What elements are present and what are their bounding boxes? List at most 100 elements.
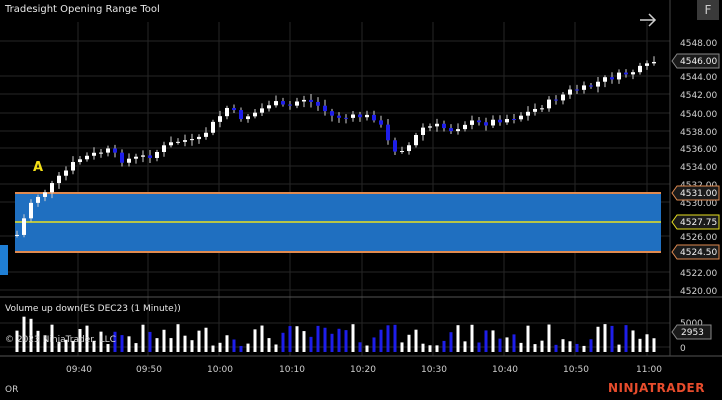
candle-body	[379, 120, 383, 125]
price-tick: 4536.00	[680, 145, 717, 155]
svg-text:4531.00: 4531.00	[680, 189, 717, 199]
volume-panel-title: Volume up down(ES DEC23 (1 Minute))	[5, 304, 181, 314]
volume-bar	[344, 330, 348, 352]
volume-bar	[421, 343, 425, 352]
candle-body	[610, 77, 614, 80]
candle-body	[547, 99, 551, 109]
volume-bar	[540, 340, 544, 352]
volume-bar	[309, 336, 313, 352]
candle-body	[568, 89, 572, 95]
volume-bar	[610, 325, 614, 352]
candle-body	[232, 107, 236, 111]
svg-text:4527.75: 4527.75	[680, 218, 717, 228]
candle-body	[127, 158, 131, 163]
candle-body	[134, 156, 138, 159]
time-tick: 09:40	[66, 365, 92, 375]
candle-body	[85, 155, 89, 160]
time-tick: 10:20	[350, 365, 376, 375]
volume-bar	[57, 341, 61, 352]
volume-bar	[15, 330, 19, 352]
candle-body	[456, 129, 460, 132]
volume-bar	[225, 335, 229, 352]
candle-body	[281, 101, 285, 105]
price-tick: 4520.00	[680, 287, 717, 297]
candle-body	[582, 85, 586, 90]
candle-body	[554, 99, 558, 101]
candle-body	[183, 140, 187, 142]
price-tick: 4534.00	[680, 163, 717, 173]
volume-bar	[99, 331, 103, 352]
candle-body	[316, 101, 320, 106]
time-tick: 10:30	[421, 365, 447, 375]
volume-bar	[50, 324, 54, 352]
volume-bar	[211, 345, 215, 352]
candle-body	[246, 116, 250, 120]
volume-bar	[512, 334, 516, 352]
candle-body	[78, 159, 82, 163]
price-tick: 4540.00	[680, 110, 717, 120]
candle-body	[15, 234, 19, 236]
volume-bar	[547, 324, 551, 352]
candle-body	[330, 111, 334, 116]
candle-body	[288, 104, 292, 106]
candle-body	[372, 114, 376, 121]
candle-body	[414, 134, 418, 146]
ninjatrader-logo: NINJATRADER	[608, 381, 705, 395]
volume-bar	[533, 344, 537, 352]
volume-bar	[449, 332, 453, 352]
candle-body	[274, 101, 278, 106]
candle-body	[470, 120, 474, 125]
volume-bar	[295, 326, 299, 352]
time-tick: 10:50	[563, 365, 589, 375]
volume-bar	[351, 324, 355, 352]
time-tick: 10:40	[492, 365, 518, 375]
volume-bar	[582, 345, 586, 352]
indicator-title: Tradesight Opening Range Tool	[5, 4, 160, 15]
volume-bar	[386, 325, 390, 352]
volume-bar	[183, 335, 187, 352]
or-low-tag: 4524.50	[671, 244, 720, 260]
candle-body	[421, 127, 425, 135]
volume-bar	[85, 325, 89, 352]
candle-body	[309, 99, 313, 102]
volume-bar	[491, 330, 495, 352]
candle-body	[141, 155, 145, 157]
candle-body	[589, 85, 593, 87]
candle-body	[169, 142, 173, 146]
volume-bar	[78, 328, 82, 352]
f-button[interactable]: F	[697, 0, 719, 20]
volume-bar	[589, 339, 593, 352]
volume-bar	[365, 345, 369, 352]
candle-body	[442, 123, 446, 129]
volume-bar	[575, 343, 579, 352]
candle-body	[351, 114, 355, 118]
candle-body	[302, 99, 306, 102]
volume-bar	[29, 318, 33, 352]
candle-body	[393, 140, 397, 152]
volume-bar	[120, 335, 124, 352]
price-tick: 4548.00	[680, 39, 717, 49]
volume-bars	[15, 316, 656, 352]
volume-bar	[477, 342, 481, 352]
volume-bar	[190, 340, 194, 352]
candle-body	[358, 114, 362, 118]
arrow-right-icon[interactable]	[638, 10, 658, 34]
volume-bar	[568, 341, 572, 352]
candle-body	[337, 115, 341, 118]
volume-bar	[288, 326, 292, 352]
candle-body	[603, 77, 607, 82]
volume-bar	[400, 342, 404, 352]
or-marker-label: A	[33, 160, 44, 175]
volume-bar	[330, 333, 334, 352]
candle-body	[491, 119, 495, 126]
volume-bar	[645, 334, 649, 352]
volume-bar	[526, 325, 530, 352]
volume-bar	[393, 324, 397, 352]
volume-bar	[267, 338, 271, 352]
or-label: OR	[5, 385, 19, 395]
volume-bar	[505, 337, 509, 352]
candle-body	[148, 155, 152, 158]
candle-body	[120, 152, 124, 163]
candle-body	[260, 108, 264, 113]
